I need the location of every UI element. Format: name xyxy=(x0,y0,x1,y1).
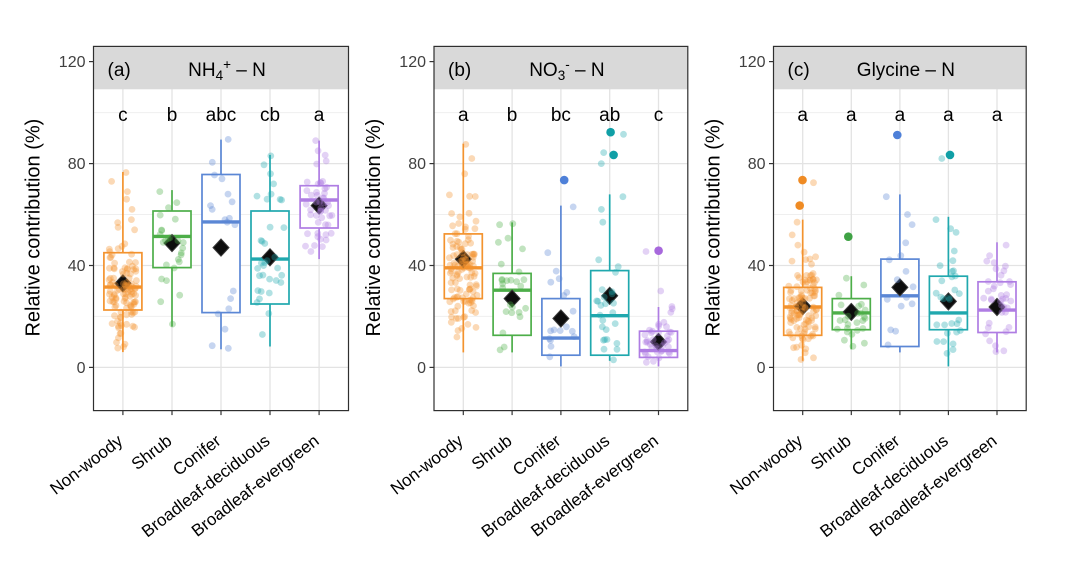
svg-text:Relative contribution (%): Relative contribution (%) xyxy=(23,119,45,337)
svg-text:120: 120 xyxy=(59,54,86,71)
svg-text:abc: abc xyxy=(206,105,237,126)
svg-text:120: 120 xyxy=(399,54,426,71)
svg-text:80: 80 xyxy=(68,156,86,173)
svg-text:Glycine – N: Glycine – N xyxy=(857,60,955,81)
svg-text:40: 40 xyxy=(408,258,426,275)
svg-text:ab: ab xyxy=(599,105,620,126)
svg-text:a: a xyxy=(797,105,808,126)
svg-text:0: 0 xyxy=(417,360,426,377)
svg-text:(b): (b) xyxy=(448,60,471,81)
svg-text:40: 40 xyxy=(748,258,766,275)
svg-text:a: a xyxy=(846,105,857,126)
svg-text:80: 80 xyxy=(748,156,766,173)
svg-text:(c): (c) xyxy=(788,60,810,81)
svg-text:a: a xyxy=(895,105,906,126)
svg-text:0: 0 xyxy=(77,360,86,377)
svg-text:a: a xyxy=(992,105,1003,126)
svg-text:Relative contribution (%): Relative contribution (%) xyxy=(363,119,385,337)
svg-text:b: b xyxy=(167,105,178,126)
svg-text:NH4+ – N: NH4+ – N xyxy=(188,57,266,83)
svg-text:c: c xyxy=(118,105,128,126)
svg-text:b: b xyxy=(507,105,518,126)
svg-text:0: 0 xyxy=(757,360,766,377)
svg-text:120: 120 xyxy=(739,54,766,71)
svg-text:cb: cb xyxy=(260,105,280,126)
svg-text:40: 40 xyxy=(68,258,86,275)
svg-text:(a): (a) xyxy=(108,60,131,81)
svg-text:a: a xyxy=(458,105,469,126)
svg-text:a: a xyxy=(943,105,954,126)
svg-text:Relative contribution (%): Relative contribution (%) xyxy=(703,119,725,337)
svg-text:c: c xyxy=(654,105,664,126)
svg-text:80: 80 xyxy=(408,156,426,173)
svg-text:bc: bc xyxy=(551,105,571,126)
svg-text:a: a xyxy=(314,105,325,126)
